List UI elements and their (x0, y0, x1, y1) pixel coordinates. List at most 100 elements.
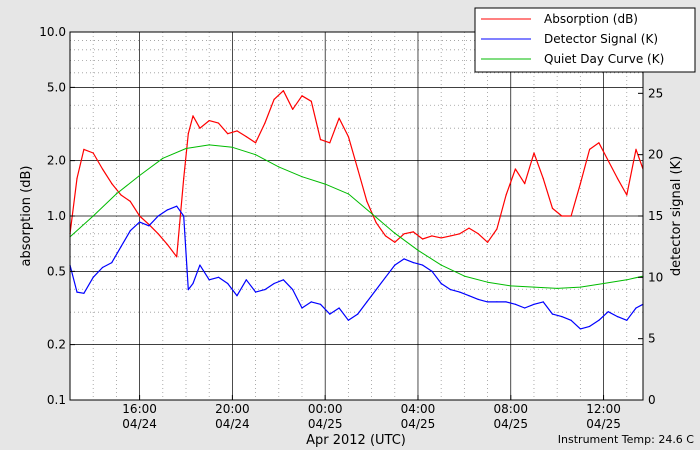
data-point (273, 98, 275, 100)
data-point (227, 282, 229, 285)
data-point (92, 276, 94, 278)
left-tick-label: 5.0 (47, 80, 66, 94)
legend: Absorption (dB) Detector Signal (K) Quiet … (474, 7, 696, 73)
data-point (505, 301, 507, 303)
data-point (101, 266, 104, 269)
grid-lines (69, 31, 643, 401)
legend-entry: Detector Signal (K) (544, 32, 658, 46)
data-point (589, 325, 591, 327)
data-point (264, 122, 266, 124)
data-point (371, 212, 373, 215)
data-point (347, 193, 349, 195)
data-point (157, 233, 159, 235)
series-group (69, 90, 644, 258)
data-point (83, 292, 85, 294)
data-point (607, 160, 609, 162)
data-point (166, 243, 168, 246)
data-point (542, 177, 544, 179)
data-point (487, 301, 489, 303)
data-point (607, 311, 609, 313)
data-point (496, 301, 498, 303)
instrument-temp: Instrument Temp: 24.6 C (558, 433, 695, 446)
data-point (245, 279, 247, 281)
left-tick-label: 10.0 (39, 25, 66, 39)
left-tick-label: 0.2 (47, 338, 66, 352)
data-point (366, 301, 368, 303)
data-point (487, 281, 489, 283)
x-tick-time-label: 00:00 (308, 402, 343, 416)
data-point (468, 295, 470, 297)
data-point (310, 301, 312, 303)
series-line (69, 144, 644, 289)
right-tick-label: 25 (648, 86, 663, 100)
data-point (199, 127, 201, 129)
data-point (533, 303, 535, 305)
data-point (255, 154, 257, 156)
data-point (616, 316, 619, 318)
data-point (394, 264, 396, 266)
data-point (208, 279, 210, 281)
right-tick-label: 15 (648, 209, 663, 223)
data-point (236, 295, 238, 297)
left-tick-label: 2.0 (47, 154, 66, 168)
data-point (431, 270, 433, 272)
data-point (176, 205, 178, 207)
data-point (468, 227, 470, 229)
data-point (394, 232, 396, 234)
data-point (208, 144, 210, 146)
data-point (598, 142, 600, 144)
data-point (533, 286, 535, 288)
data-point (76, 177, 78, 179)
data-point (319, 139, 322, 141)
data-point (148, 225, 150, 227)
data-point (76, 291, 78, 293)
x-tick-date-label: 04/24 (215, 417, 250, 431)
data-point (440, 282, 442, 285)
x-tick-time-label: 16:00 (122, 402, 157, 416)
data-point (375, 289, 377, 291)
right-tick-label: 5 (648, 332, 656, 346)
x-tick-date-label: 04/25 (493, 417, 528, 431)
data-point (487, 241, 489, 243)
data-point (616, 177, 619, 179)
data-point (449, 235, 452, 237)
data-point (347, 319, 349, 321)
data-point (278, 166, 280, 168)
data-point (477, 233, 479, 235)
data-point (626, 279, 628, 281)
data-point (255, 142, 257, 144)
data-point (162, 157, 164, 159)
right-tick-label: 10 (648, 270, 663, 284)
data-point (459, 291, 461, 293)
data-point (598, 319, 600, 321)
data-point (83, 148, 85, 150)
data-point (255, 291, 257, 293)
data-point (524, 183, 526, 185)
data-point (579, 328, 582, 330)
data-point (463, 275, 465, 277)
right-axis: 0 5 10 15 20 25 (638, 86, 663, 407)
data-point (208, 120, 210, 122)
data-point (187, 133, 189, 135)
x-tick-date-label: 04/25 (401, 417, 436, 431)
data-point (120, 246, 122, 248)
data-point (603, 282, 605, 285)
data-point (324, 183, 326, 185)
left-tick-label: 1.0 (47, 209, 66, 223)
x-tick-date-label: 04/25 (308, 417, 343, 431)
data-point (422, 238, 424, 240)
data-point (579, 183, 582, 185)
data-point (510, 285, 512, 287)
left-tick-label: 0.1 (47, 393, 66, 407)
data-point (635, 148, 637, 150)
data-point (551, 207, 554, 209)
data-point (192, 115, 194, 117)
data-point (292, 289, 294, 291)
data-point (384, 235, 387, 237)
data-point (292, 108, 294, 110)
x-tick-date-label: 04/25 (586, 417, 621, 431)
x-tick-time-label: 08:00 (493, 402, 528, 416)
data-point (570, 215, 572, 217)
data-point (227, 133, 229, 135)
data-point (245, 136, 247, 138)
